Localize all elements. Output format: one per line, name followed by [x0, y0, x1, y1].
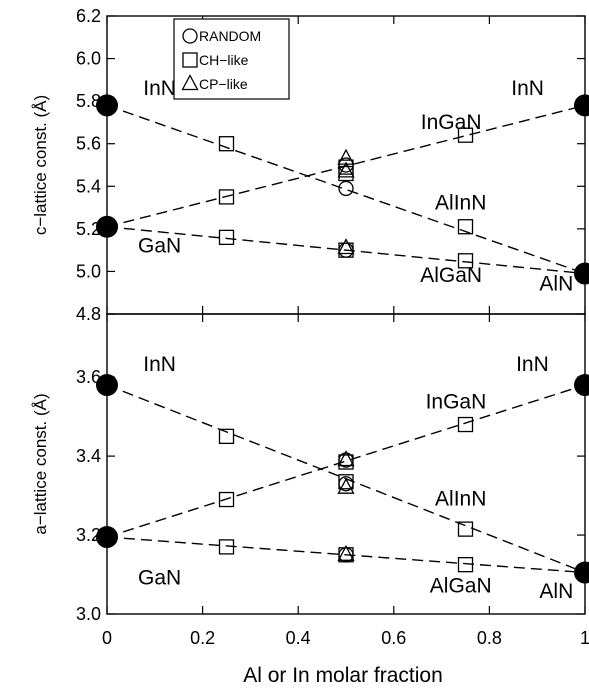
x-tick-label: 0 [102, 628, 112, 648]
c-y-axis-label: c−lattice const. (Å) [31, 95, 50, 235]
binary-endpoint-marker [574, 262, 589, 285]
triangle-marker [337, 161, 355, 178]
triangle-marker [337, 544, 355, 561]
y-tick-label: 5.2 [76, 219, 101, 239]
circle-marker [338, 180, 354, 197]
compound-label: GaN [138, 234, 181, 257]
circle-marker [182, 28, 198, 44]
compound-label: InGaN [426, 391, 487, 414]
y-tick-label: 6.0 [76, 49, 101, 69]
square-marker [457, 253, 474, 269]
compound-label: InN [143, 353, 176, 376]
x-tick-label: 0.6 [381, 628, 406, 648]
square-marker [218, 428, 235, 445]
compound-label: AlN [539, 273, 573, 296]
square-marker [182, 52, 198, 68]
x-tick-label: 1 [580, 628, 589, 648]
legend-box [173, 18, 290, 100]
binary-endpoint-marker [96, 374, 118, 397]
square-marker [218, 229, 235, 246]
binary-endpoint-marker [96, 215, 118, 238]
y-tick-label: 3.6 [76, 367, 101, 387]
compound-label: InGaN [421, 111, 482, 134]
a-plot-frame [106, 313, 586, 615]
binary-endpoint-marker [574, 94, 589, 117]
legend-label: CH−like [199, 52, 249, 68]
circle-marker [338, 157, 354, 173]
legend-label: RANDOM [199, 28, 261, 44]
circle-marker [338, 242, 354, 258]
legend-label: CP−like [199, 76, 248, 92]
compound-label: AlInN [435, 192, 486, 215]
circle-marker [338, 476, 354, 492]
x-axis-label: Al or In molar fraction [243, 664, 443, 687]
compound-label: AlInN [435, 487, 486, 510]
compound-label: AlGaN [430, 574, 492, 597]
square-marker [457, 521, 474, 537]
y-tick-label: 4.8 [76, 304, 101, 324]
binary-endpoint-marker [96, 526, 118, 549]
square-marker [457, 127, 474, 143]
square-marker [457, 416, 474, 433]
compound-label: InN [516, 353, 549, 376]
y-tick-label: 6.2 [76, 6, 101, 26]
triangle-marker [337, 477, 355, 494]
c-lattice-panel: 4.8 5.0 5.2 5.4 5.6 5.8 6.0 6.2 c−lattice const.… [31, 6, 589, 324]
y-tick-label: 5.8 [76, 91, 101, 111]
compound-label: AlGaN [420, 264, 482, 287]
x-tick-label: 0.8 [477, 628, 502, 648]
x-tick-label: 0.4 [286, 628, 311, 648]
y-tick-label: 3.4 [76, 446, 101, 466]
triangle-marker [337, 450, 355, 467]
y-tick-label: 3.2 [76, 525, 101, 545]
triangle-marker [337, 238, 355, 255]
vegard-dashed-line [106, 536, 586, 574]
triangle-marker [181, 74, 199, 91]
vegard-dashed-line [106, 226, 586, 275]
square-marker [218, 189, 235, 205]
compound-label: AlN [539, 580, 573, 603]
y-tick-label: 3.0 [76, 604, 101, 624]
vegard-dashed-line [106, 384, 586, 538]
compound-label: GaN [138, 566, 181, 589]
y-tick-label: 5.4 [76, 176, 101, 196]
circle-marker [338, 547, 354, 563]
compound-label: InN [143, 77, 176, 100]
x-tick-label: 0.2 [190, 628, 215, 648]
binary-endpoint-marker [574, 374, 589, 397]
square-marker [457, 219, 474, 235]
square-marker [218, 491, 235, 508]
circle-marker [338, 452, 354, 468]
compound-label: InN [511, 77, 544, 100]
binary-endpoint-marker [96, 94, 118, 117]
square-marker [218, 539, 235, 555]
y-tick-label: 5.6 [76, 134, 101, 154]
y-tick-label: 5.0 [76, 261, 101, 281]
a-lattice-panel: 3.0 3.2 3.4 3.6 0 0.2 0.4 0.6 0.8 1 a−lattice cons… [31, 313, 589, 648]
square-marker [218, 136, 235, 152]
binary-endpoint-marker [574, 561, 589, 584]
square-marker [457, 557, 474, 573]
legend: RANDOM CH−like CP−like [173, 18, 290, 100]
a-y-axis-label: a−lattice const. (Å) [31, 393, 50, 534]
